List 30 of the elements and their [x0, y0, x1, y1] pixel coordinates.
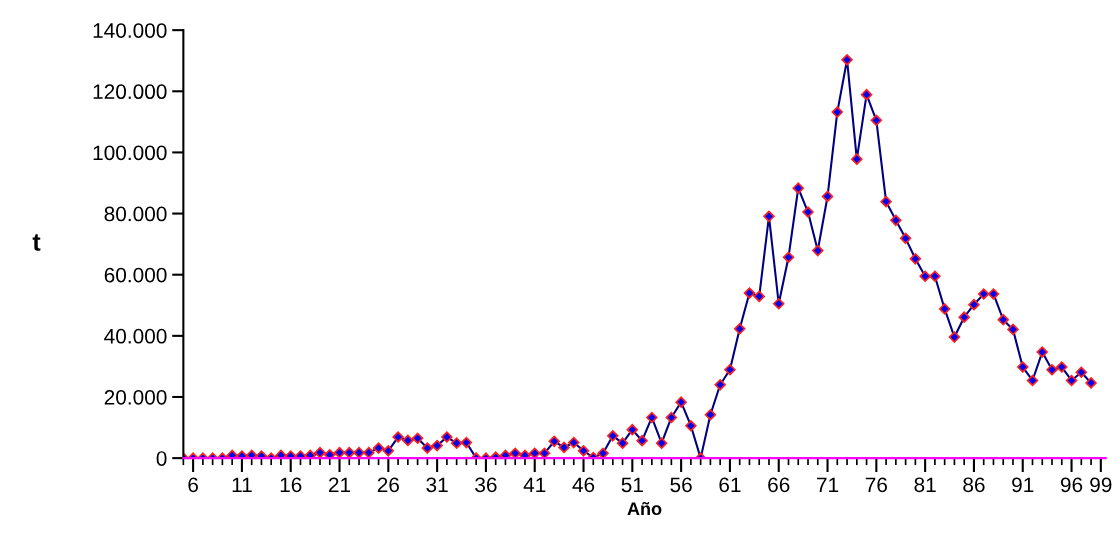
y-tick-label: 20.000	[104, 389, 167, 405]
x-tick-label: 36	[475, 477, 497, 493]
x-tick-label: 71	[817, 477, 839, 492]
y-tick-label: 140.000	[93, 23, 167, 38]
y-tick-label: 120.000	[93, 84, 167, 100]
x-tick-label: 41	[523, 477, 546, 492]
x-axis-title: Año	[627, 501, 662, 516]
x-tick-label: 31	[426, 477, 448, 493]
x-tick-label: 61	[719, 477, 741, 493]
x-tick-label: 86	[963, 477, 985, 493]
x-tick-label: 91	[1012, 477, 1034, 493]
y-tick-label: 60.000	[104, 267, 167, 283]
y-tick-label: 80.000	[104, 206, 167, 222]
x-tick-label: 56	[670, 477, 692, 493]
x-tick-label: 16	[280, 477, 302, 493]
y-tick-label: 100.000	[93, 145, 167, 161]
x-tick-label: 96	[1060, 477, 1083, 493]
x-tick-label: 51	[621, 477, 643, 493]
x-tick-label: 26	[377, 477, 399, 493]
x-tick-label: 76	[865, 477, 888, 493]
x-tick-label: 46	[572, 477, 595, 493]
x-tick-label: 21	[328, 477, 351, 492]
x-tick-label: 81	[914, 477, 936, 493]
x-tick-label: 11	[232, 477, 252, 492]
x-tick-label: 99	[1090, 477, 1112, 493]
x-tick-label: 66	[768, 477, 790, 493]
y-tick-label: 40.000	[104, 328, 167, 344]
y-tick-label: 0	[156, 451, 167, 466]
y-axis-title: t	[32, 234, 41, 251]
x-tick-label: 6	[188, 477, 198, 493]
